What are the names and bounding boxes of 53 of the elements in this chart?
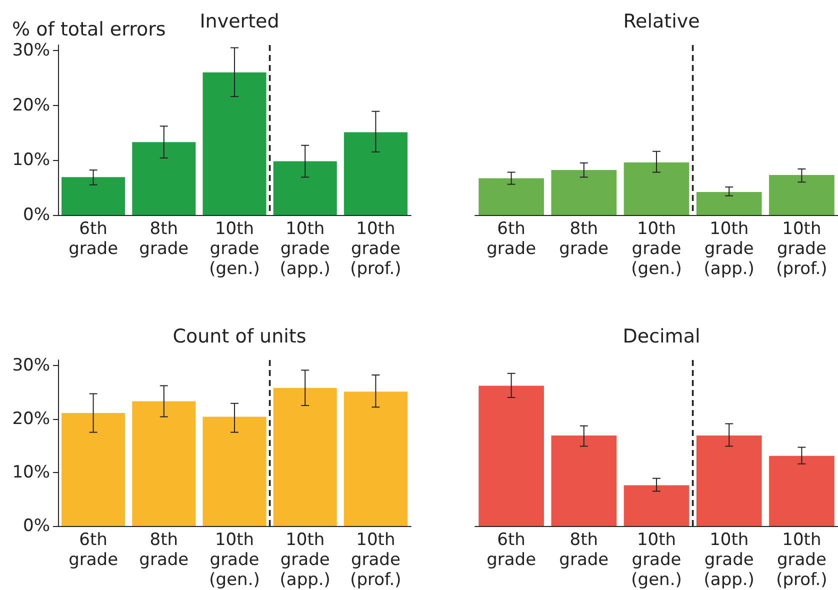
bar [132, 142, 196, 215]
x-tick-label: 10th grade (prof.) [350, 219, 402, 279]
bar [273, 161, 337, 215]
bar [62, 177, 126, 215]
x-tick-label: 8th grade [559, 530, 609, 570]
y-axis-title: % of total errors [12, 18, 166, 40]
y-tick-label: 0% [23, 516, 50, 536]
bar [62, 413, 126, 526]
bar [344, 132, 408, 215]
x-tick-label: 6th grade [486, 530, 536, 570]
x-tick-label: 10th grade (app.) [280, 219, 330, 279]
y-tick-label: 30% [12, 355, 50, 376]
x-tick-label: 10th grade (app.) [280, 530, 330, 590]
bar [478, 178, 544, 215]
bar [551, 436, 617, 526]
y-tick-label: 0% [23, 205, 50, 225]
bar [624, 485, 690, 526]
x-tick-label: 10th grade (prof.) [350, 530, 402, 590]
x-tick-label: 10th grade (gen.) [209, 219, 260, 279]
chart-title: Decimal [622, 326, 700, 348]
x-tick-label: 10th grade (gen.) [631, 219, 682, 279]
bar [202, 416, 266, 526]
bar [478, 386, 544, 526]
bar [696, 436, 762, 526]
bar [344, 392, 408, 526]
y-tick-label: 20% [12, 408, 50, 429]
bar [273, 388, 337, 526]
x-tick-label: 10th grade (gen.) [631, 530, 682, 590]
y-tick-label: 10% [12, 462, 50, 482]
bar [769, 174, 834, 215]
bar [696, 192, 762, 215]
chart-title: Inverted [200, 10, 280, 32]
bar [624, 162, 690, 215]
x-tick-label: 8th grade [139, 219, 189, 259]
x-tick-label: 6th grade [68, 530, 118, 570]
x-tick-label: 8th grade [559, 219, 609, 259]
x-tick-label: 10th grade (app.) [704, 530, 754, 590]
y-tick-label: 10% [12, 150, 50, 170]
chart-title: Count of units [172, 326, 306, 348]
x-tick-label: 10th grade (prof.) [776, 530, 828, 590]
bar [202, 72, 266, 215]
x-tick-label: 10th grade (app.) [704, 219, 754, 279]
y-tick-label: 30% [12, 40, 50, 60]
x-tick-label: 6th grade [68, 219, 118, 259]
x-tick-label: 10th grade (gen.) [209, 530, 260, 590]
x-tick-label: 6th grade [486, 219, 536, 259]
bar [132, 401, 196, 526]
chart-title: Relative [623, 10, 700, 32]
y-tick-label: 20% [12, 95, 50, 116]
bar [769, 456, 834, 526]
x-tick-label: 10th grade (prof.) [776, 219, 828, 279]
x-tick-label: 8th grade [139, 530, 189, 570]
bar [551, 170, 617, 215]
